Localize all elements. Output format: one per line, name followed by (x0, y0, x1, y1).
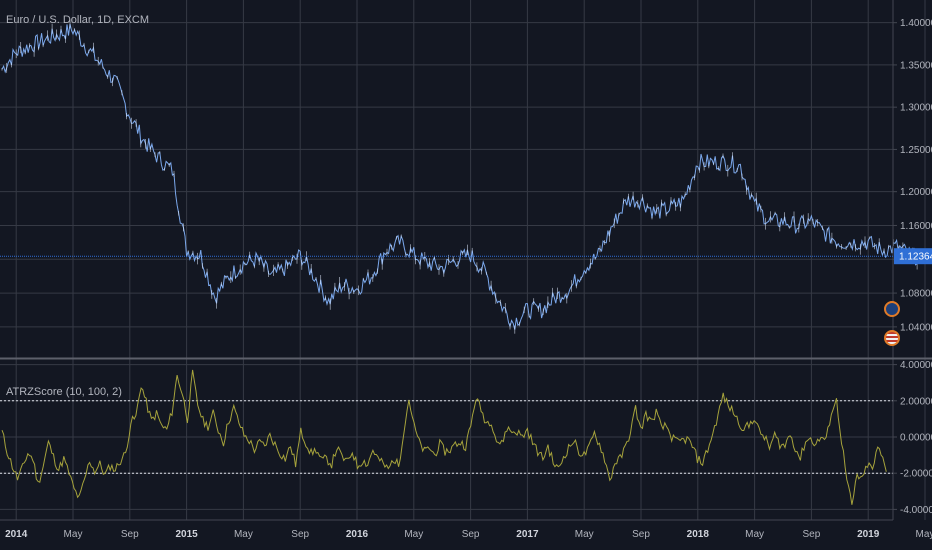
time-tick-label: Sep (803, 529, 821, 540)
time-tick-label: Sep (462, 529, 480, 540)
time-tick-label: 2015 (175, 529, 198, 540)
time-tick-label: Sep (121, 529, 139, 540)
last-price-marker: 1.12364 (0, 248, 932, 265)
time-tick-label: May (745, 529, 764, 540)
euro-flag-icon[interactable] (884, 301, 900, 317)
indicator-title[interactable]: ATRZScore (10, 100, 2) (6, 386, 122, 398)
time-tick-label: 2019 (857, 529, 880, 540)
time-tick-label: 2018 (687, 529, 710, 540)
atrzscore-line (1, 369, 887, 505)
time-tick-label: May (64, 529, 83, 540)
price-tick-label: 1.30000 (900, 103, 932, 114)
price-tick-label: 1.08000 (900, 289, 932, 300)
time-tick-label: Sep (632, 529, 650, 540)
time-tick-label: 2017 (516, 529, 539, 540)
price-tick-label: 1.35000 (900, 60, 932, 71)
price-tick-label: 1.04000 (900, 322, 932, 333)
last-price-tag (894, 248, 932, 265)
last-price-label: 1.12364 (899, 252, 932, 263)
indicator-series (1, 369, 887, 505)
price-tick-label: 1.20000 (900, 187, 932, 198)
time-tick-label: Sep (291, 529, 309, 540)
price-series (1, 19, 924, 334)
price-tick-label: 1.16000 (900, 221, 932, 232)
time-tick-label: May (575, 529, 594, 540)
time-tick-label: May (404, 529, 423, 540)
time-axis[interactable]: 2014 May Sep 2015 May Sep 2016 May Sep 2017 May Sep… (0, 519, 932, 540)
us-flag-icon[interactable] (884, 330, 900, 346)
price-line (1, 23, 924, 330)
price-tick-label: 1.25000 (900, 145, 932, 156)
time-tick-label: 2014 (5, 529, 28, 540)
chart-grid (0, 0, 926, 520)
time-tick-label: May (916, 529, 932, 540)
price-tick-label: 1.40000 (900, 18, 932, 29)
time-tick-label: 2016 (346, 529, 369, 540)
time-tick-label: May (234, 529, 253, 540)
zscore-thresholds (0, 400, 893, 474)
symbol-title[interactable]: Euro / U.S. Dollar, 1D, EXCM (6, 14, 150, 26)
